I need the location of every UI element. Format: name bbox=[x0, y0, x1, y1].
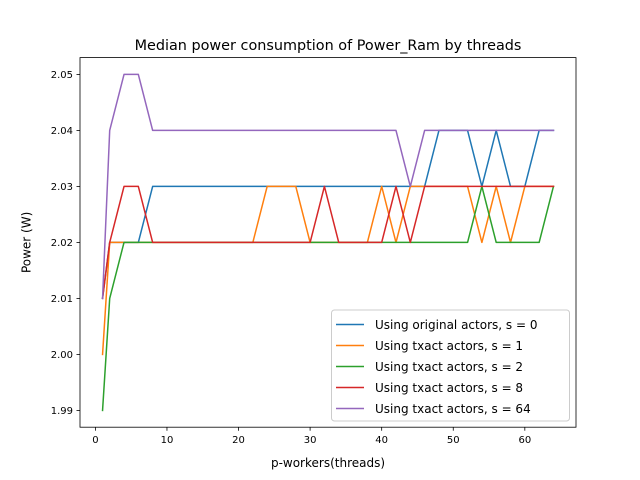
series-line-3 bbox=[101, 185, 555, 300]
x-tick-label: 30 bbox=[304, 435, 317, 446]
chart-title: Median power consumption of Power_Ram by… bbox=[135, 38, 522, 54]
x-axis-ticks: 0 10 20 30 40 50 60 bbox=[92, 427, 531, 446]
legend-box bbox=[331, 309, 570, 422]
y-axis-label: Power (W) bbox=[20, 212, 34, 273]
y-tick-label: 2.00 bbox=[51, 350, 73, 361]
x-tick-label: 40 bbox=[375, 435, 388, 446]
y-tick-label: 1.99 bbox=[51, 406, 73, 417]
series-line-0 bbox=[101, 129, 555, 300]
legend-items: Using original actors, s = 0 Using txact … bbox=[336, 318, 537, 416]
legend-label-1: Using txact actors, s = 1 bbox=[375, 339, 523, 353]
series-line-4 bbox=[101, 73, 555, 300]
legend: Using original actors, s = 0 Using txact … bbox=[331, 309, 570, 422]
y-tick-label: 2.03 bbox=[51, 182, 73, 193]
y-tick-label: 2.01 bbox=[51, 294, 73, 305]
x-tick-label: 10 bbox=[161, 435, 174, 446]
y-tick-label: 2.05 bbox=[51, 70, 73, 81]
y-tick-label: 2.02 bbox=[51, 238, 73, 249]
x-tick-label: 60 bbox=[518, 435, 531, 446]
legend-label-2: Using txact actors, s = 2 bbox=[375, 360, 523, 374]
x-tick-label: 20 bbox=[232, 435, 245, 446]
x-tick-label: 0 bbox=[92, 435, 98, 446]
legend-label-0: Using original actors, s = 0 bbox=[375, 318, 537, 332]
y-axis-ticks: 1.99 2.00 2.01 2.02 2.03 2.04 2.05 bbox=[51, 70, 80, 417]
series-lines bbox=[101, 73, 555, 412]
legend-label-4: Using txact actors, s = 64 bbox=[375, 402, 531, 416]
x-tick-label: 50 bbox=[447, 435, 460, 446]
legend-label-3: Using txact actors, s = 8 bbox=[375, 381, 523, 395]
y-tick-label: 2.04 bbox=[51, 126, 73, 137]
x-axis-label: p-workers(threads) bbox=[271, 456, 385, 470]
